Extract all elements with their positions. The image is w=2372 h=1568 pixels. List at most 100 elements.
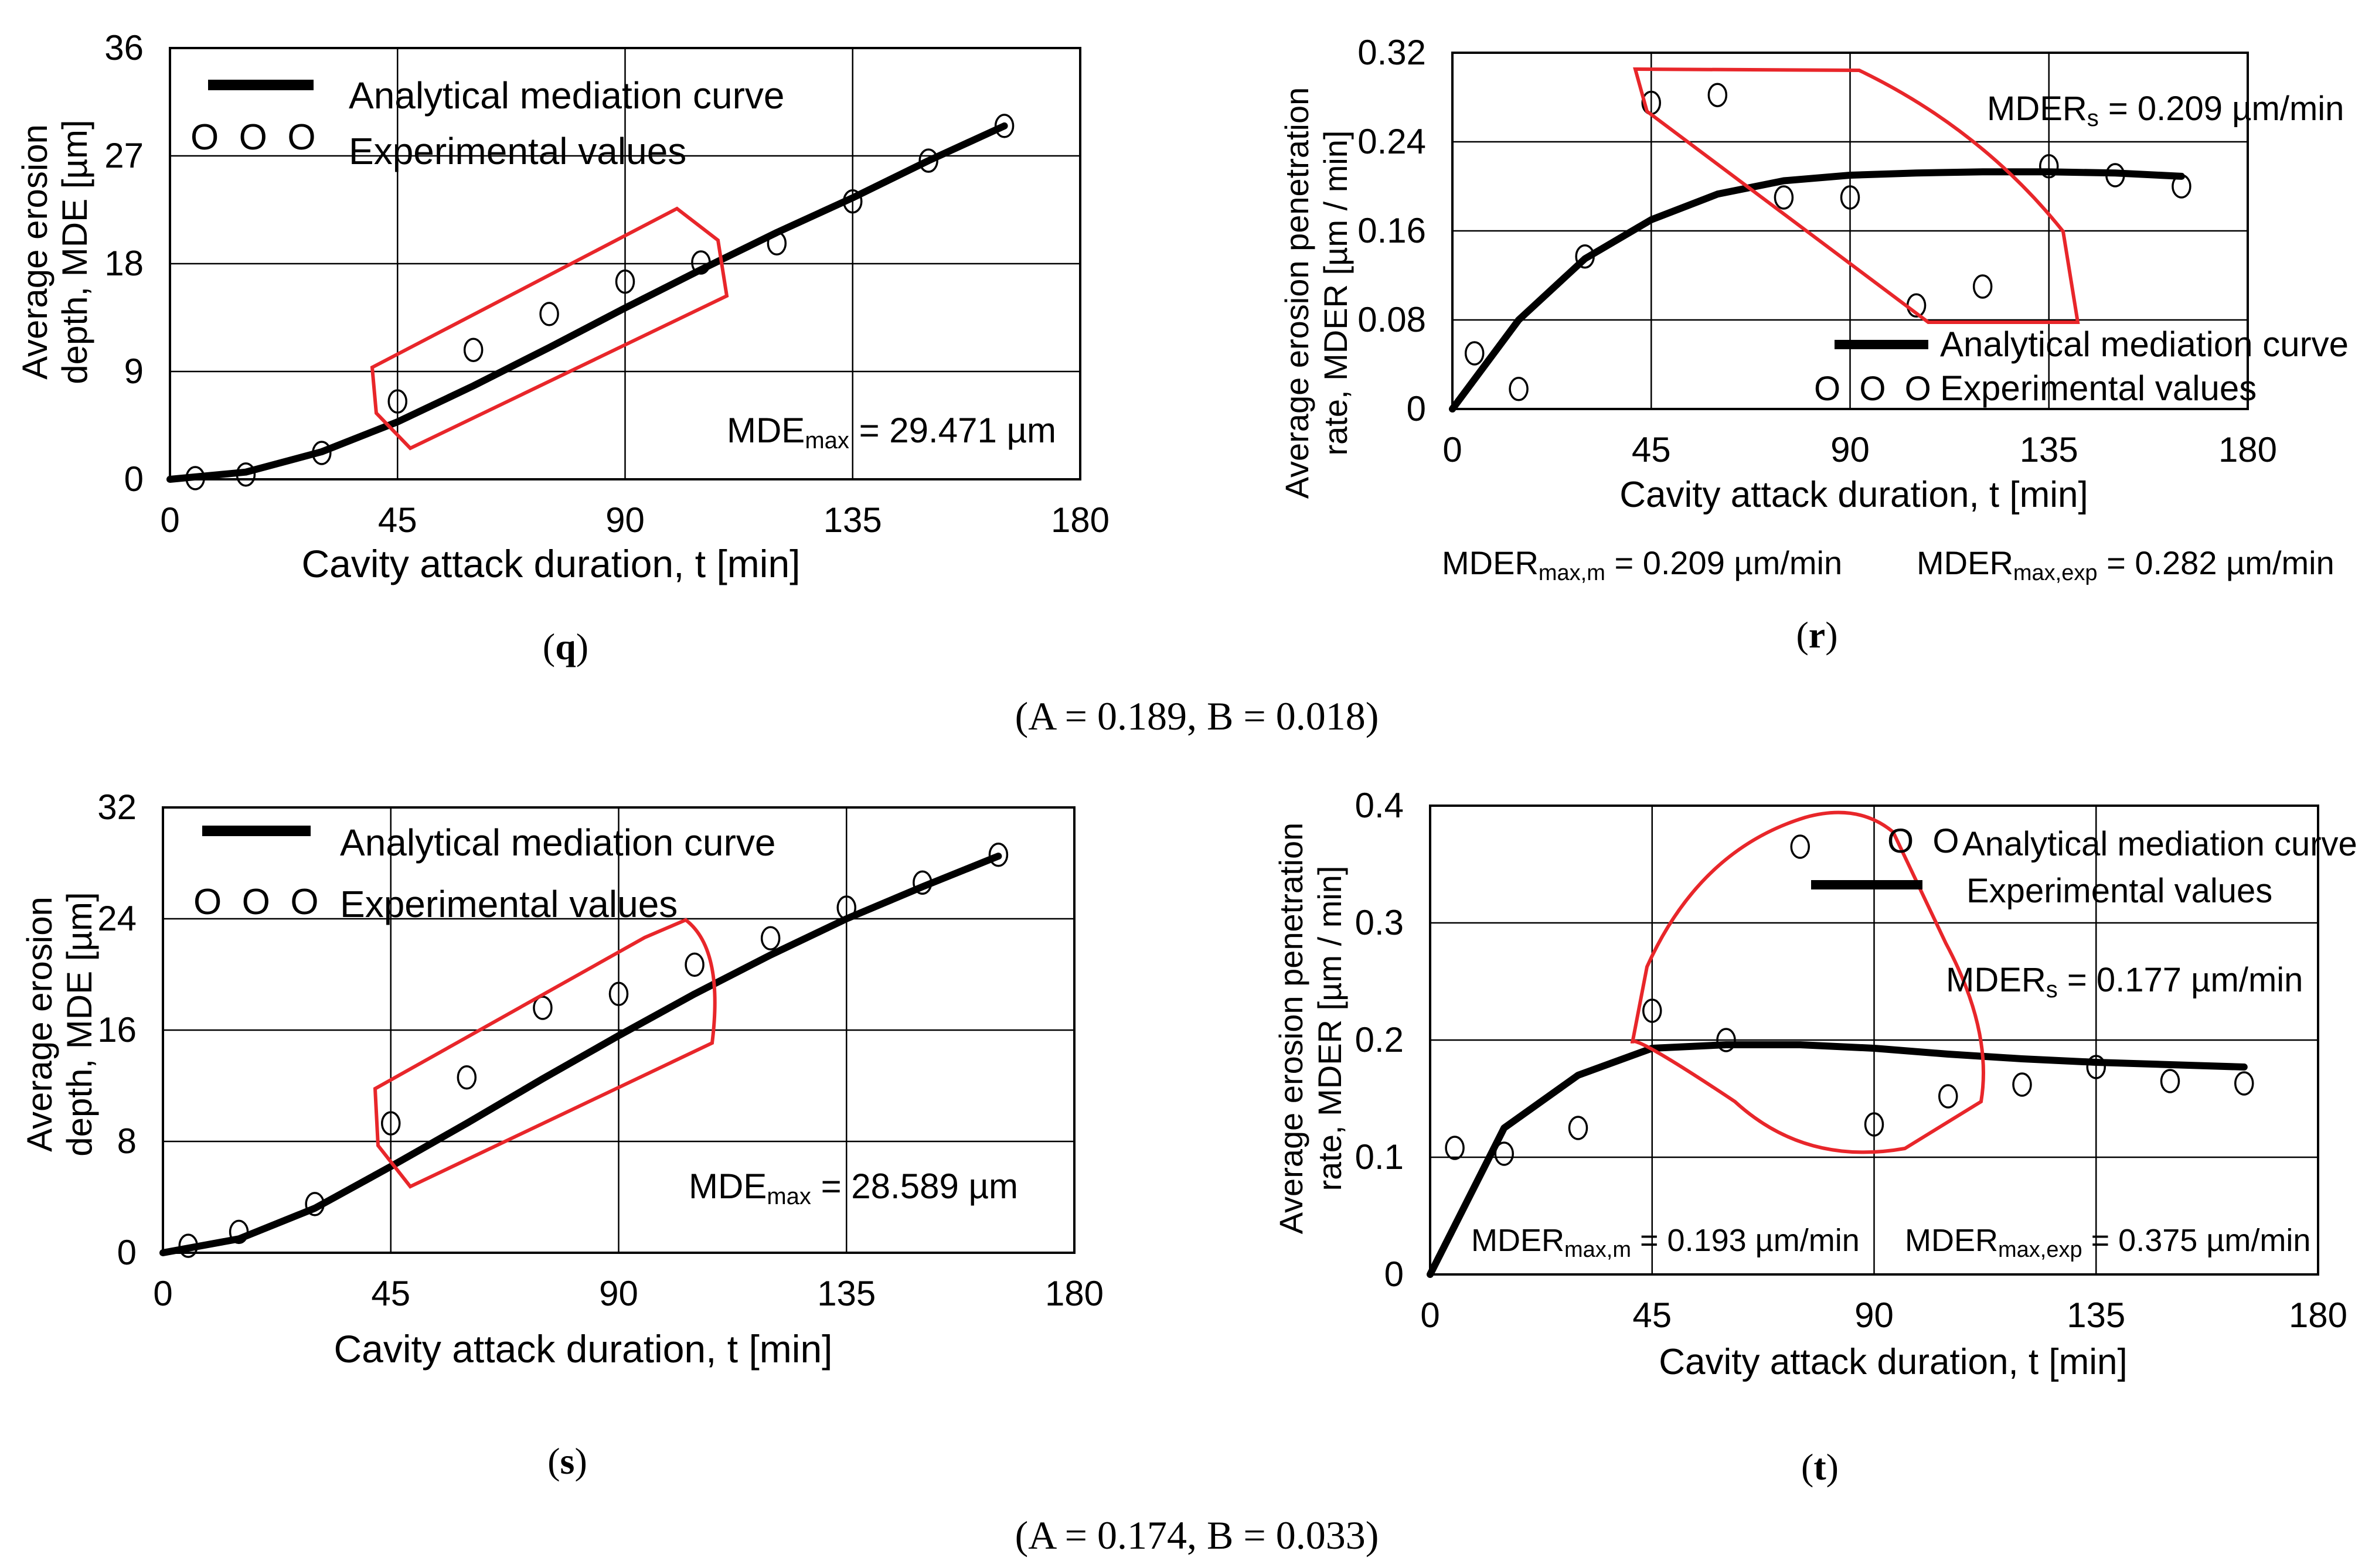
experimental-point	[2172, 174, 2191, 199]
experimental-point	[1575, 244, 1595, 269]
mediation-curve-line	[1427, 1041, 2248, 1278]
experimental-point	[1774, 185, 1794, 210]
y-tick-label: 32	[97, 788, 137, 827]
x-tick-label: 0	[153, 1274, 172, 1313]
experimental-point	[2086, 1055, 2106, 1079]
panel-t-axes	[1429, 805, 2319, 1276]
panel-q-mde-max-annotation: MDEmax = 29.471 µm	[727, 411, 1056, 454]
x-tick-label: 180	[2218, 430, 2277, 469]
panel-s-legend: Analytical mediation curve O O O Experim…	[193, 822, 775, 925]
y-tick-label: 0.16	[1357, 211, 1426, 250]
x-tick-label: 90	[599, 1274, 638, 1313]
panel-q-highlight-region	[370, 206, 729, 451]
x-tick-label: 45	[1632, 1296, 1672, 1335]
panel-r-mder-max-exp-annotation: MDERmax,exp = 0.282 µm/min	[1917, 544, 2334, 585]
experimental-point	[1445, 1136, 1465, 1160]
y-tick-label: 9	[124, 352, 144, 391]
panel-q-axes	[169, 47, 1081, 480]
panel-s-x-axis-title: Cavity attack duration, t [min]	[333, 1327, 832, 1371]
panel-r-y-axis-title-line1: Average erosion penetration	[1278, 87, 1315, 499]
y-tick-label: 18	[104, 244, 144, 283]
panel-r: 0 45 90 135 180 0 0.08 0.16 0.24 0.32 MDERs = 0.…	[1278, 33, 2349, 656]
x-tick-label: 180	[2289, 1296, 2347, 1335]
experimental-point	[913, 870, 933, 895]
panel-r-label: (r)	[1796, 614, 1837, 656]
row1-parameters-caption: (A = 0.189, B = 0.018)	[1015, 694, 1379, 738]
experimental-point	[615, 269, 635, 294]
experimental-point	[608, 981, 629, 1006]
experimental-point	[312, 441, 332, 465]
x-tick-label: 90	[605, 500, 645, 540]
legend-marker-swatch: O O O	[1814, 370, 1931, 408]
panel-r-x-axis-title: Cavity attack duration, t [min]	[1619, 475, 2088, 515]
panel-q-y-axis-title-line2: depth, MDE [µm]	[55, 120, 94, 384]
experimental-point	[1790, 834, 1810, 859]
experimental-point	[457, 1065, 477, 1090]
y-tick-label: 36	[104, 28, 144, 67]
panel-q-gridlines	[170, 48, 1080, 479]
legend-curve-label: Analytical mediation curve	[1940, 325, 2349, 364]
panel-s-y-ticks: 0 8 16 24 32	[97, 788, 137, 1272]
panel-t-highlight-region	[1630, 810, 1985, 1154]
row2-parameters-caption: (A = 0.174, B = 0.033)	[1015, 1513, 1379, 1557]
experimental-point	[2234, 1071, 2254, 1096]
experimental-point	[843, 189, 863, 214]
panel-q-mediation-curve	[166, 122, 1008, 483]
panel-q-y-ticks: 0 9 18 27 36	[104, 28, 144, 499]
mediation-curve-line	[159, 853, 1002, 1256]
panel-r-mediation-curve	[1449, 168, 2185, 413]
panel-r-y-axis-title-line2: rate, MDER [µm / min]	[1317, 131, 1354, 456]
y-tick-label: 27	[104, 136, 144, 175]
panel-r-highlight-region	[1633, 67, 2080, 324]
legend-marker-swatch: O O O	[193, 882, 319, 922]
x-tick-label: 45	[378, 500, 417, 540]
panel-r-mder-max-m-annotation: MDERmax,m = 0.209 µm/min	[1442, 544, 1842, 585]
experimental-point	[994, 114, 1015, 138]
panel-t-experimental-points	[1445, 834, 2254, 1166]
panel-s-mediation-curve	[159, 853, 1002, 1256]
x-tick-label: 45	[1632, 430, 1671, 469]
panel-s-axes	[162, 806, 1076, 1254]
legend-points-label: Experimental values	[1966, 872, 2272, 910]
y-tick-label: 24	[97, 899, 137, 938]
y-tick-label: 0.24	[1357, 122, 1426, 161]
x-tick-label: 135	[2067, 1296, 2125, 1335]
experimental-point	[836, 895, 856, 920]
panel-q-label: (q)	[543, 626, 588, 667]
experimental-point	[1568, 1116, 1588, 1140]
panel-t-legend: O O Analytical mediation curve Experimen…	[1811, 822, 2357, 910]
legend-points-label: Experimental values	[340, 883, 678, 925]
panel-t-y-axis-title-line1: Average erosion penetration	[1272, 823, 1309, 1235]
legend-points-label: Experimental values	[1940, 369, 2257, 408]
x-tick-label: 180	[1045, 1274, 1104, 1313]
experimental-point	[305, 1192, 325, 1216]
y-tick-label: 0.32	[1357, 33, 1426, 72]
experimental-point	[1464, 341, 1485, 366]
legend-marker-swatch: O O O	[190, 117, 316, 158]
experimental-point	[236, 462, 256, 487]
panel-t-x-axis-title: Cavity attack duration, t [min]	[1659, 1342, 2127, 1382]
panel-t-mder-max-exp-annotation: MDERmax,exp = 0.375 µm/min	[1905, 1223, 2310, 1262]
y-tick-label: 16	[97, 1010, 137, 1049]
x-tick-label: 0	[1442, 430, 1462, 469]
panel-t-y-axis-title-line2: rate, MDER [µm / min]	[1311, 866, 1348, 1191]
panel-q: 0 45 90 135 180 0 9 18 27 36 Analytical mediatio…	[15, 28, 1110, 667]
panel-q-x-axis-title: Cavity attack duration, t [min]	[301, 542, 800, 585]
x-tick-label: 135	[817, 1274, 876, 1313]
experimental-point	[1972, 274, 1993, 299]
panel-s-highlight-region	[373, 918, 717, 1189]
panel-t-x-ticks: 0 45 90 135 180	[1420, 1296, 2347, 1335]
experimental-point	[767, 231, 787, 255]
y-tick-label: 0	[1407, 389, 1426, 428]
y-tick-label: 0	[124, 459, 144, 499]
y-tick-label: 0.2	[1355, 1020, 1404, 1059]
panel-s-mde-max-annotation: MDEmax = 28.589 µm	[689, 1167, 1018, 1209]
experimental-point	[2105, 163, 2125, 188]
mediation-curve-line	[166, 122, 1008, 483]
panel-s-experimental-points	[178, 843, 1009, 1258]
panel-s-y-axis-title-line1: Average erosion	[20, 897, 59, 1152]
panel-q-experimental-points	[185, 114, 1015, 490]
panel-t-y-ticks: 0 0.1 0.2 0.3 0.4	[1355, 786, 1404, 1294]
x-tick-label: 0	[1420, 1296, 1439, 1335]
panel-t-label: (t)	[1801, 1446, 1839, 1488]
